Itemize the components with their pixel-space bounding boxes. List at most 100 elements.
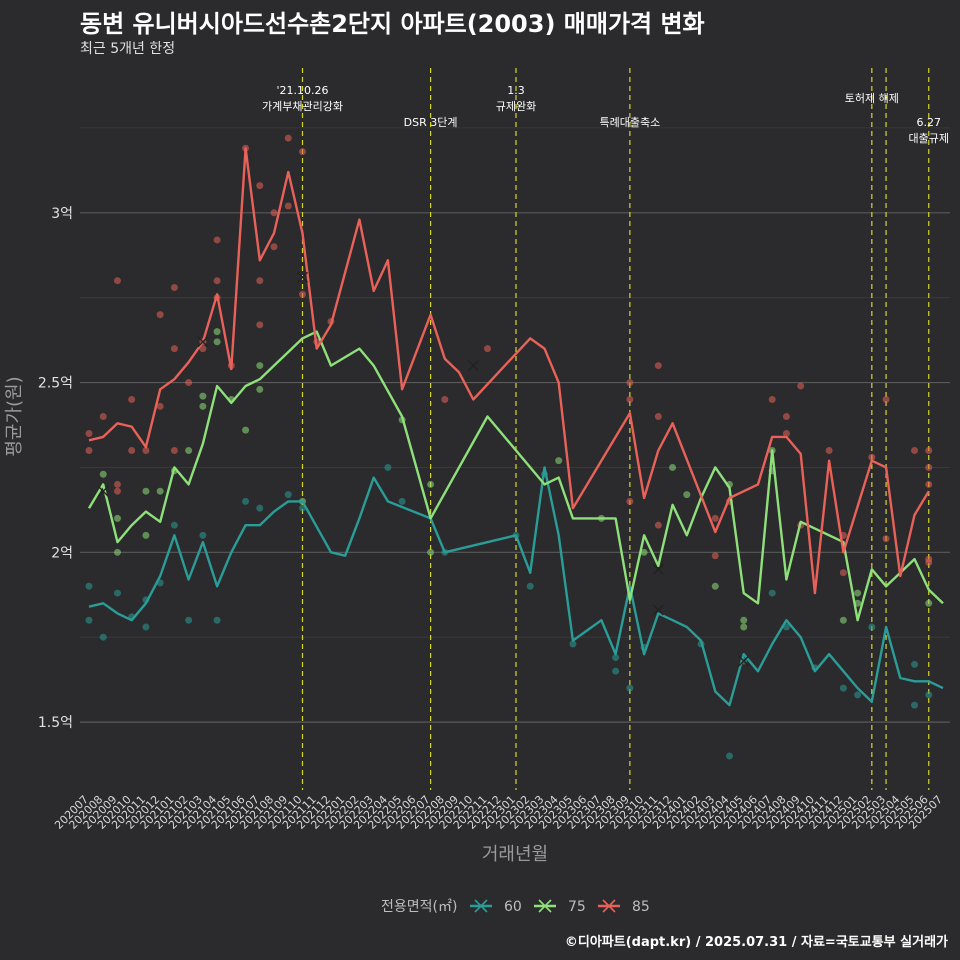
data-point <box>484 345 492 353</box>
data-point <box>384 463 392 471</box>
y-tick-label: 2.5억 <box>38 376 73 392</box>
legend-title: 전용면적(㎡) <box>381 899 457 915</box>
data-point <box>142 487 150 495</box>
series-line-60 <box>88 466 944 707</box>
data-point <box>270 243 278 251</box>
data-point <box>555 457 563 465</box>
scatter-points <box>85 134 933 760</box>
data-point <box>85 446 93 454</box>
data-point <box>199 392 207 400</box>
data-point <box>113 548 121 556</box>
data-point <box>85 429 93 437</box>
grid-layer <box>80 127 950 723</box>
data-point <box>142 446 150 454</box>
data-point <box>256 321 264 329</box>
data-point <box>640 548 648 556</box>
data-point <box>683 491 691 499</box>
legend-swatch-cross <box>538 899 552 913</box>
cross-markers <box>97 271 750 667</box>
data-point <box>626 497 634 505</box>
data-point <box>654 413 662 421</box>
data-point <box>882 535 890 543</box>
data-point <box>526 582 534 590</box>
data-point <box>256 385 264 393</box>
data-point <box>768 396 776 404</box>
data-point <box>441 396 449 404</box>
data-point <box>626 396 634 404</box>
data-point <box>711 514 719 522</box>
data-point <box>911 660 919 668</box>
annotation-label: 6.27 <box>917 116 942 129</box>
legend: 전용면적(㎡) 60 75 85 <box>381 899 650 915</box>
data-point <box>782 429 790 437</box>
data-point <box>925 480 933 488</box>
data-point <box>170 283 178 291</box>
data-point <box>612 654 620 662</box>
series-line-75 <box>87 330 944 622</box>
data-point <box>925 559 933 567</box>
data-point <box>612 667 620 675</box>
chart-caption: ©디아파트(dapt.kr) / 2025.07.31 / 자료=국토교통부 실… <box>564 935 948 950</box>
data-point <box>740 623 748 631</box>
data-point <box>99 413 107 421</box>
data-point <box>854 691 862 699</box>
data-point <box>185 616 193 624</box>
data-point <box>569 640 577 648</box>
data-point <box>797 382 805 390</box>
data-point <box>911 446 919 454</box>
data-point <box>185 379 193 387</box>
legend-swatch-cross <box>602 899 616 913</box>
cross-marker <box>97 485 109 497</box>
y-tick-label: 3억 <box>51 206 73 222</box>
data-point <box>768 589 776 597</box>
data-point <box>284 202 292 210</box>
data-point <box>85 582 93 590</box>
data-point <box>156 311 164 319</box>
legend-label: 60 <box>504 899 522 915</box>
data-point <box>839 569 847 577</box>
cross-marker <box>197 336 209 348</box>
data-point <box>199 402 207 410</box>
data-point <box>726 752 733 760</box>
annotation-label: 토허제 해제 <box>845 91 899 105</box>
data-point <box>868 453 876 461</box>
data-point <box>740 616 748 624</box>
data-point <box>854 589 862 597</box>
annotation-label: DSR 3단계 <box>404 116 458 129</box>
chart-subtitle: 최근 5개년 한정 <box>80 41 176 57</box>
x-axis: 2020072020082020092020102020112020122021… <box>52 793 945 832</box>
data-point <box>113 487 121 495</box>
data-point <box>170 345 178 353</box>
y-axis: 1.5억 2억 2.5억 3억 <box>38 206 73 731</box>
data-point <box>427 548 435 556</box>
data-point <box>782 413 790 421</box>
data-point <box>925 599 933 607</box>
data-point <box>284 491 292 499</box>
data-point <box>85 616 93 624</box>
cross-marker <box>652 563 664 575</box>
policy-lines <box>301 68 930 790</box>
data-point <box>839 684 847 692</box>
data-point <box>825 446 833 454</box>
data-point <box>128 396 136 404</box>
legend-swatch-cross <box>474 899 488 913</box>
data-point <box>398 497 406 505</box>
data-point <box>654 362 662 370</box>
data-point <box>284 134 292 142</box>
legend-label: 85 <box>632 899 650 915</box>
data-point <box>213 277 221 285</box>
data-point <box>213 236 221 244</box>
legend-label: 75 <box>568 899 586 915</box>
data-point <box>299 290 306 298</box>
data-point <box>626 684 634 692</box>
data-point <box>256 182 264 190</box>
y-tick-label: 1.5억 <box>38 715 73 731</box>
data-point <box>185 446 193 454</box>
annotation-label: 가계부채관리강화 <box>262 100 343 113</box>
annotation-label: 특례대출축소 <box>599 116 660 129</box>
cross-marker <box>652 604 664 616</box>
data-point <box>113 514 121 522</box>
data-point <box>925 446 933 454</box>
cross-marker <box>297 271 308 283</box>
